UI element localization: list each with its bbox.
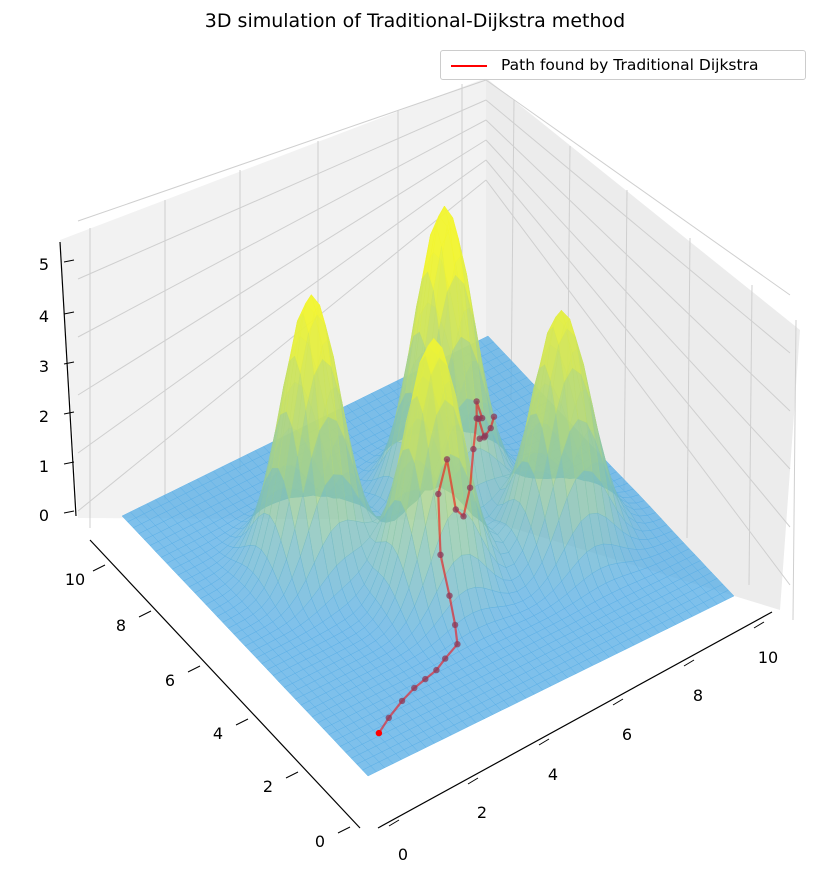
grid-right-v-4 <box>748 284 753 586</box>
z-tick-3 <box>63 361 75 365</box>
path-point-3 <box>411 684 418 692</box>
path-point-9 <box>446 592 453 599</box>
y-tick-8 <box>138 610 152 618</box>
x-tick-label-2: 2 <box>477 803 487 822</box>
x-tick-label-0: 0 <box>398 845 408 864</box>
path-point-7 <box>454 641 461 648</box>
y-tick-10 <box>92 564 106 572</box>
z-tick-label-0: 0 <box>39 506 49 525</box>
path-point-23 <box>482 432 489 439</box>
x-tick-label-6: 6 <box>622 725 632 744</box>
x-tick-label-4: 4 <box>548 765 558 784</box>
grid-left-z-1 <box>77 159 487 454</box>
y-tick-label-0: 0 <box>315 832 325 851</box>
legend-label-path: Path found by Traditional Dijkstra <box>501 56 759 74</box>
axes <box>59 241 773 829</box>
grid-right-z-1 <box>485 159 791 528</box>
path-point-25 <box>490 413 498 420</box>
grid-left-z-4 <box>77 99 487 280</box>
grid-left-z-3 <box>77 119 487 338</box>
path-point-8 <box>451 621 459 629</box>
x-tick-8 <box>683 659 695 667</box>
x-tick-6 <box>612 698 624 706</box>
grid-right-z-2 <box>485 139 791 470</box>
y-tick-6 <box>187 665 201 673</box>
path-point-11 <box>435 490 442 498</box>
z-tick-label-3: 3 <box>39 357 49 376</box>
dijkstra-path <box>375 398 498 737</box>
path-point-16 <box>470 445 477 453</box>
grid-left-z-5 <box>77 79 487 222</box>
z-tick-5 <box>63 259 75 263</box>
x-tick-10 <box>753 621 765 629</box>
grid-right-v-0 <box>510 99 515 401</box>
y-axis-line <box>89 539 361 829</box>
z-tick-label-5: 5 <box>39 255 49 274</box>
path-point-20 <box>475 415 482 422</box>
z-tick-1 <box>63 461 75 465</box>
grid-right-z-3 <box>485 119 791 412</box>
path-point-1 <box>385 714 392 721</box>
y-tick-label-10: 10 <box>65 570 85 589</box>
z-tick-label-4: 4 <box>39 307 49 326</box>
legend: Path found by Traditional Dijkstra <box>440 50 806 80</box>
x-axis-line <box>377 611 773 829</box>
y-tick-label-8: 8 <box>116 616 126 635</box>
y-tick-label-4: 4 <box>213 724 223 743</box>
path-point-5 <box>433 666 440 674</box>
path-point-0 <box>375 729 383 737</box>
y-tick-2 <box>285 771 299 779</box>
grid-right-z-4 <box>485 99 791 354</box>
gridlines <box>77 79 797 621</box>
chart-title: 3D simulation of Traditional-Dijkstra me… <box>204 10 626 32</box>
x-tick-label-8: 8 <box>693 686 703 705</box>
z-tick-2 <box>63 411 75 415</box>
grid-right-v-5 <box>792 319 797 621</box>
path-point-24 <box>487 424 494 432</box>
z-tick-label-2: 2 <box>39 407 49 426</box>
surface-cell <box>362 765 377 777</box>
path-point-22 <box>476 435 483 442</box>
grid-left-z-2 <box>77 139 487 396</box>
y-tick-4 <box>235 718 249 726</box>
z-tick-label-1: 1 <box>39 457 49 476</box>
path-point-14 <box>460 513 467 520</box>
z-tick-0 <box>63 510 75 514</box>
x-tick-4 <box>538 738 550 746</box>
y-tick-label-2: 2 <box>263 777 273 796</box>
path-point-18 <box>473 398 480 405</box>
y-tick-0 <box>337 826 351 834</box>
x-tick-0 <box>388 819 400 827</box>
path-point-13 <box>452 506 459 513</box>
path-point-4 <box>422 675 429 683</box>
path-point-15 <box>466 484 474 491</box>
grid-right-z-0 <box>485 179 791 586</box>
grid-right-v-3 <box>686 237 691 539</box>
path-point-2 <box>398 697 406 705</box>
y-tick-label-6: 6 <box>165 671 175 690</box>
grid-left-z-0 <box>77 179 487 512</box>
z-tick-4 <box>63 311 75 315</box>
grid-right-v-2 <box>623 189 628 491</box>
path-point-10 <box>437 551 444 558</box>
x-tick-label-10: 10 <box>758 648 778 667</box>
legend-swatch-path <box>451 65 487 67</box>
grid-right-z-5 <box>485 79 791 296</box>
path-point-6 <box>442 655 449 662</box>
x-tick-2 <box>467 777 479 785</box>
path-point-12 <box>443 456 451 463</box>
z-axis-line <box>59 241 77 517</box>
